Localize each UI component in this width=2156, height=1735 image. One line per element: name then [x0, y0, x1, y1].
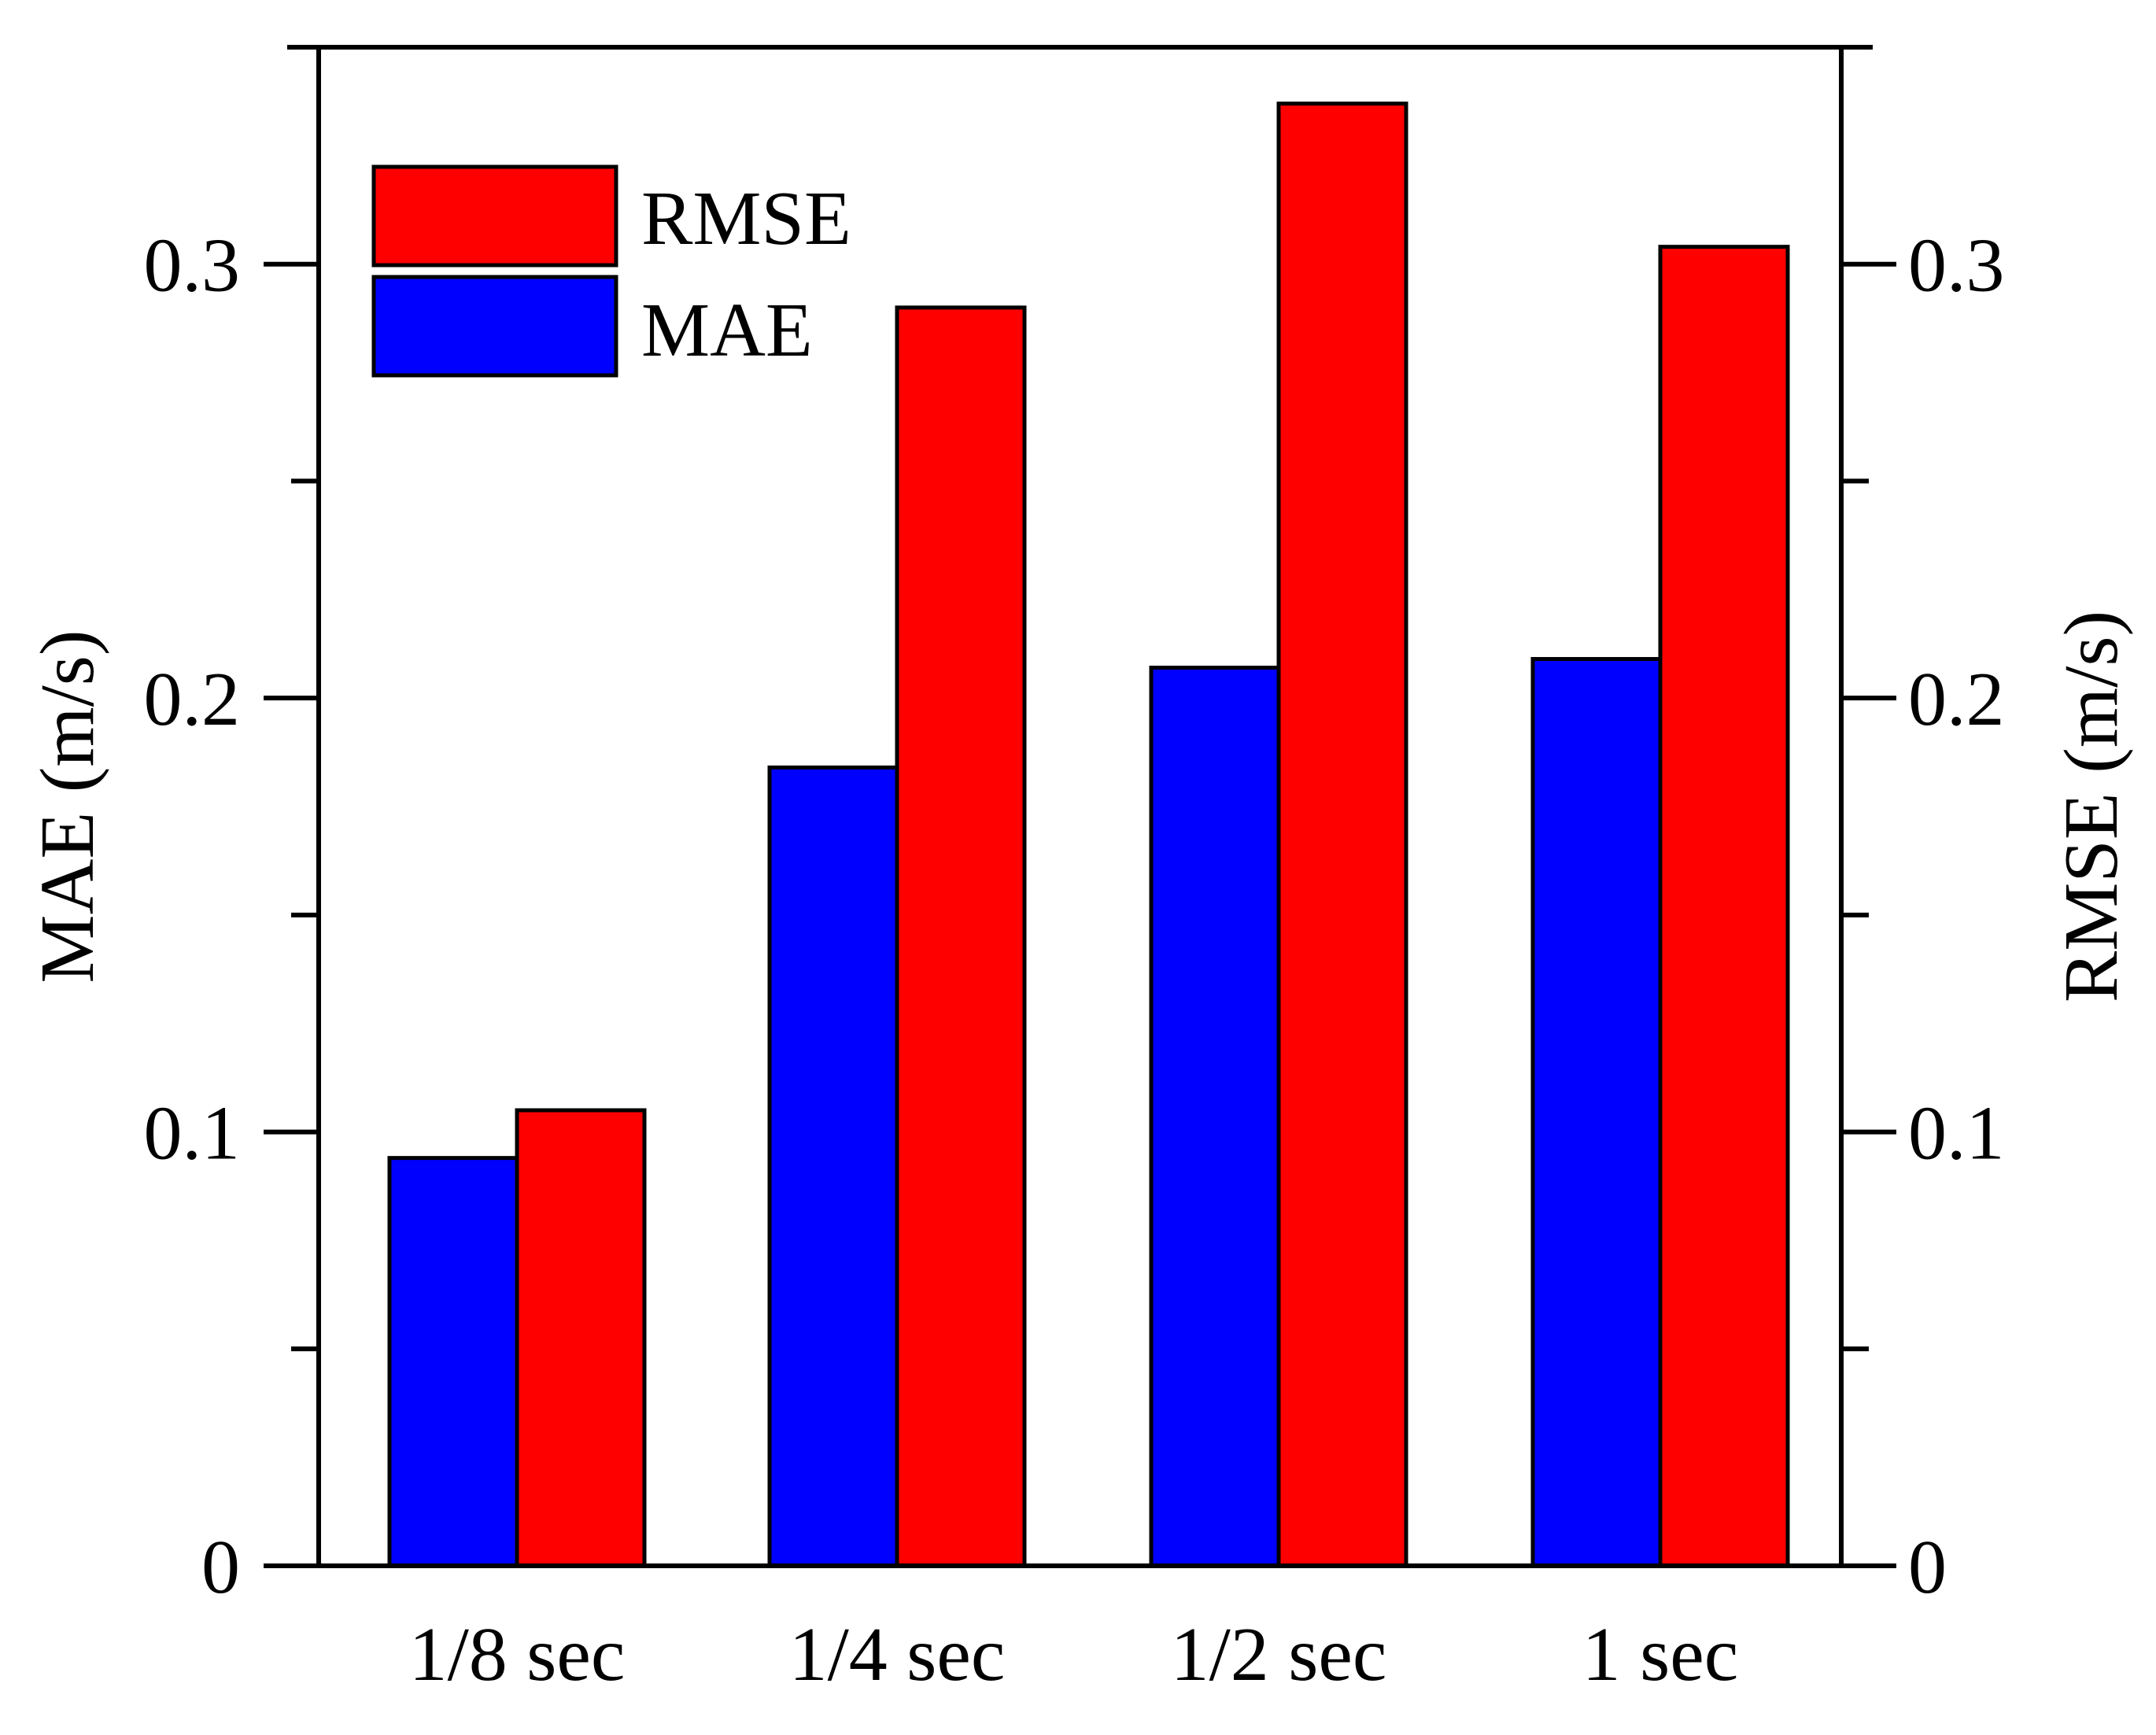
x-tick-label: 1/2 sec — [1171, 1612, 1387, 1697]
y-axis-title-left: MAE (m/s) — [25, 629, 110, 983]
bar-mae-1 — [767, 765, 899, 1568]
right-y-tick-label: 0 — [1908, 1525, 1947, 1610]
x-tick-label: 1/4 sec — [789, 1612, 1006, 1697]
right-y-tick-label: 0.2 — [1908, 657, 2005, 742]
bars-layer — [387, 102, 1790, 1568]
x-tick-label: 1 sec — [1582, 1612, 1739, 1697]
bar-rmse-1 — [895, 305, 1027, 1568]
bar-rmse-2 — [1276, 102, 1408, 1568]
bar-mae-0 — [387, 1156, 519, 1568]
bar-mae-2 — [1149, 666, 1281, 1568]
legend: RMSE MAE — [371, 164, 851, 378]
labels-layer: 1/8 sec 1/4 sec 1/2 sec 1 sec 0 0 0.1 0.1 0.2 0.2… — [25, 223, 2134, 1697]
bar-mae-3 — [1530, 657, 1663, 1568]
left-y-tick-label: 0.1 — [144, 1091, 241, 1176]
left-y-tick-label: 0.3 — [144, 223, 241, 308]
right-y-tick-label: 0.3 — [1908, 223, 2005, 308]
x-tick-label: 1/8 sec — [409, 1612, 626, 1697]
left-y-tick-label: 0 — [201, 1525, 240, 1610]
legend-label-mae: MAE — [641, 288, 813, 373]
y-axis-title-right: RMSE (m/s) — [2049, 611, 2134, 1002]
legend-swatch-rmse — [371, 164, 618, 268]
left-y-tick-label: 0.2 — [144, 657, 241, 742]
right-y-tick-label: 0.1 — [1908, 1091, 2005, 1176]
bar-rmse-3 — [1658, 245, 1790, 1568]
bar-rmse-0 — [515, 1108, 647, 1568]
legend-swatch-mae — [371, 275, 618, 378]
axes-layer — [264, 45, 1896, 1568]
legend-label-rmse: RMSE — [641, 176, 851, 261]
